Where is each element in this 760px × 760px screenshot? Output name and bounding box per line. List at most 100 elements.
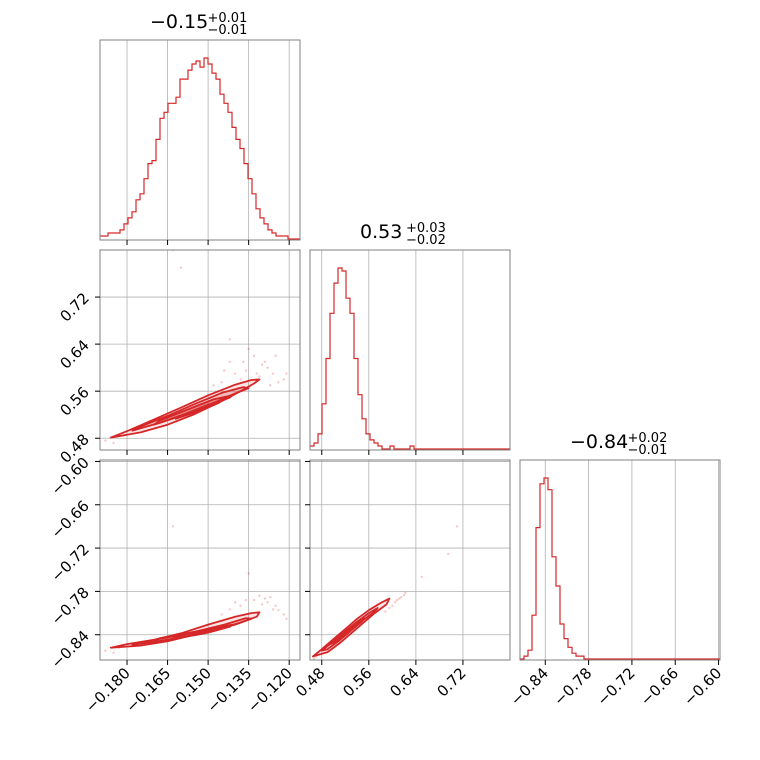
- sample-point: [244, 598, 248, 602]
- sample-point: [247, 572, 250, 575]
- y-tick-label: 0.72: [56, 289, 92, 325]
- sample-point: [285, 617, 288, 621]
- sample-point: [285, 372, 288, 375]
- x-tick-label: −0.120: [244, 664, 296, 716]
- scatter-panel-content: [311, 525, 459, 660]
- sample-point: [263, 360, 267, 363]
- sample-point: [399, 595, 403, 599]
- sample-point: [239, 604, 242, 608]
- sample-point: [252, 598, 256, 602]
- sample-point: [282, 378, 285, 381]
- scatter-panel-2-1: [309, 459, 511, 661]
- sample-point: [404, 591, 407, 595]
- sample-point: [247, 347, 250, 351]
- sample-point: [233, 372, 237, 375]
- sample-point: [274, 354, 277, 358]
- y-tick-label: 0.56: [56, 383, 92, 419]
- sample-point: [255, 372, 258, 375]
- panel-title-0: −0.15 +0.01−0.01: [150, 11, 247, 38]
- sample-point: [223, 369, 226, 372]
- y-tick-label: −0.72: [48, 540, 93, 585]
- sample-point: [271, 608, 275, 611]
- panel-frame: [99, 459, 301, 661]
- sample-point: [112, 651, 115, 654]
- sample-point: [391, 604, 394, 608]
- sample-point: [274, 604, 277, 608]
- contour-level-3: [336, 622, 359, 640]
- sample-point: [447, 552, 450, 556]
- sample-point: [260, 603, 264, 606]
- sample-point: [233, 601, 237, 604]
- sample-point: [104, 649, 107, 652]
- title-value-1: 0.53: [360, 221, 402, 243]
- title-lower-error-0: −0.01: [208, 23, 248, 38]
- sample-point: [402, 593, 406, 597]
- sample-point: [277, 608, 280, 612]
- title-lower-error-2: −0.01: [628, 443, 668, 458]
- scatter-panel-content: [104, 525, 288, 654]
- scatter-panel-content: [104, 250, 288, 445]
- histogram-step-0: [100, 57, 300, 240]
- sample-point: [212, 384, 215, 387]
- sample-point: [244, 369, 248, 372]
- panel-frame: [519, 459, 721, 661]
- panel-frame: [99, 39, 301, 241]
- sample-point: [228, 608, 231, 611]
- title-lower-error-1: −0.02: [406, 233, 446, 248]
- panel-frame: [99, 249, 301, 451]
- histogram-step-2: [520, 477, 720, 660]
- sample-point: [398, 597, 401, 600]
- sample-point: [455, 525, 459, 528]
- x-tick-label: 0.72: [433, 664, 469, 700]
- title-upper-error-2: +0.02: [628, 431, 668, 446]
- title-upper-error-1: +0.03: [406, 221, 446, 236]
- sample-point: [394, 601, 397, 604]
- sample-point: [395, 598, 399, 602]
- histogram-panel-0: [99, 39, 301, 241]
- sample-point: [271, 372, 275, 375]
- sample-point: [220, 613, 223, 616]
- y-tick-label: −0.84: [48, 627, 93, 672]
- x-tick-label: −0.78: [550, 664, 595, 709]
- contour-level-3: [172, 629, 218, 640]
- y-tick-label: −0.78: [48, 584, 93, 629]
- histogram-step-1: [310, 267, 510, 450]
- x-tick-label: −0.72: [594, 664, 639, 709]
- scatter-panel-2-0: [99, 459, 301, 661]
- sample-point: [260, 363, 264, 366]
- sample-point: [266, 601, 269, 604]
- sample-point: [312, 657, 316, 660]
- contour-level-0: [109, 611, 261, 649]
- sample-point: [277, 381, 280, 384]
- sample-point: [179, 266, 183, 269]
- sample-point: [252, 354, 256, 358]
- x-tick-label: 0.64: [386, 664, 422, 700]
- sample-point: [384, 610, 387, 613]
- x-tick-label: 0.56: [339, 664, 375, 700]
- sample-point: [269, 384, 272, 387]
- sample-point: [220, 381, 223, 384]
- sample-point: [239, 378, 242, 381]
- panel-frame: [309, 249, 511, 451]
- title-value-0: −0.15: [150, 11, 208, 33]
- x-tick-label: −0.60: [680, 664, 725, 709]
- contour-level-3: [174, 401, 220, 420]
- sample-point: [242, 360, 245, 363]
- sample-point: [228, 338, 231, 341]
- panel-title-1: 0.53 +0.03−0.02: [360, 221, 446, 248]
- title-value-2: −0.84: [570, 431, 628, 453]
- panel-frame: [309, 459, 511, 661]
- sample-point: [112, 441, 115, 445]
- sample-point: [171, 525, 175, 528]
- sample-point: [269, 595, 272, 599]
- sample-point: [388, 606, 391, 610]
- sample-point: [420, 575, 423, 579]
- title-upper-error-0: +0.01: [208, 11, 248, 26]
- sample-point: [258, 594, 261, 597]
- sample-point: [258, 375, 261, 378]
- x-tick-label: 0.48: [292, 664, 328, 700]
- sample-point: [263, 597, 267, 600]
- y-tick-label: 0.64: [56, 336, 92, 372]
- panel-title-2: −0.84 +0.02−0.01: [570, 431, 667, 458]
- x-tick-label: −0.84: [507, 664, 552, 709]
